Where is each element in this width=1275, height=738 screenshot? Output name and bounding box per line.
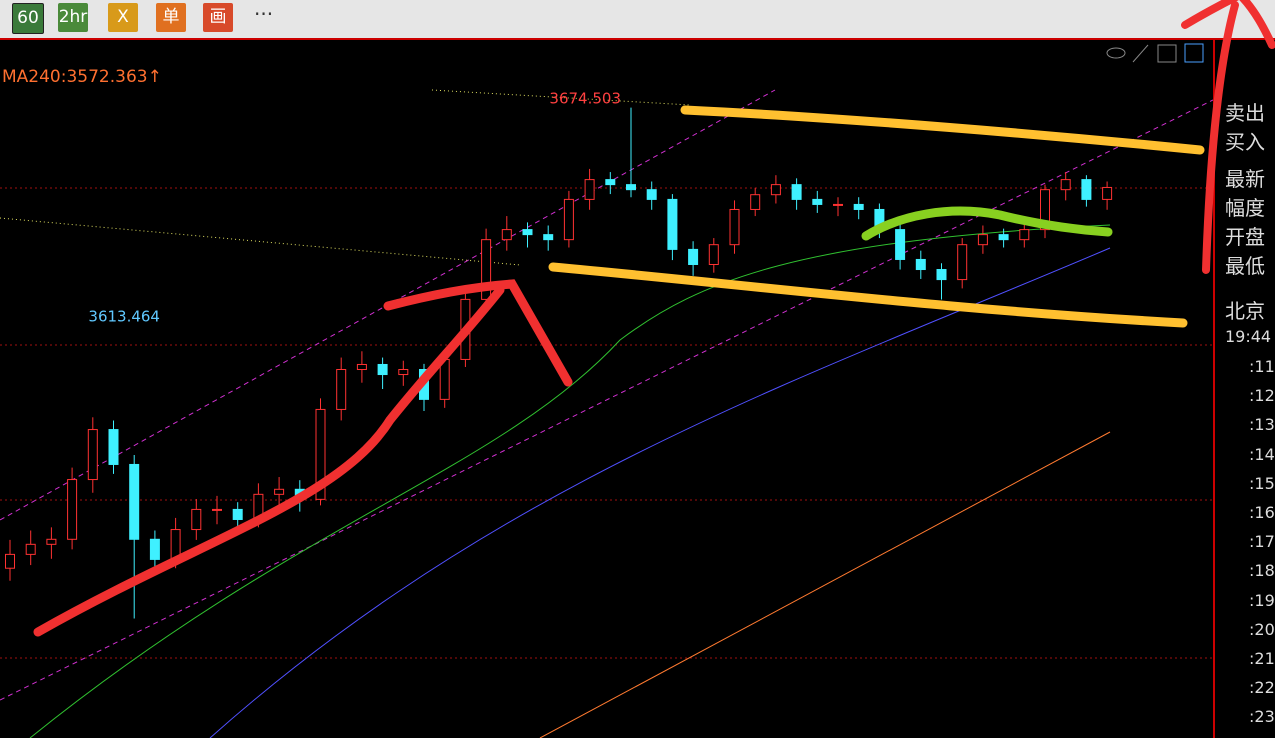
candle-body xyxy=(770,184,781,196)
candle-body xyxy=(129,463,140,540)
side-minute: :16 xyxy=(1249,503,1275,522)
candle-body xyxy=(729,208,740,246)
candle-body xyxy=(232,508,243,520)
candle-body xyxy=(791,184,802,200)
toolbar-button[interactable]: X xyxy=(108,3,138,32)
candle-body xyxy=(67,479,78,540)
candle-body xyxy=(750,194,761,210)
candle-body xyxy=(1019,229,1030,241)
candle-body xyxy=(108,429,119,465)
candle-body xyxy=(584,179,595,200)
candle-body xyxy=(1040,189,1050,231)
chart-tools[interactable] xyxy=(1106,43,1204,63)
ma-line xyxy=(539,431,1111,738)
candle-body xyxy=(522,229,533,236)
candle-body xyxy=(398,369,409,376)
side-minute: :20 xyxy=(1249,619,1275,639)
candle-body xyxy=(895,229,906,260)
side-label: 最低 xyxy=(1225,254,1265,278)
toolbar-button[interactable]: 画 xyxy=(203,3,233,32)
candle-body xyxy=(356,363,367,371)
side-city: 北京 xyxy=(1225,299,1265,323)
side-minute: :21 xyxy=(1249,649,1275,668)
candle-body xyxy=(708,244,719,265)
low-label: 3613.464 xyxy=(88,308,160,326)
candle-body xyxy=(998,234,1009,241)
side-label: 买入 xyxy=(1225,130,1265,154)
candle-body xyxy=(853,203,864,210)
candle-body xyxy=(377,363,388,376)
candle-body xyxy=(605,179,616,186)
annotation-line xyxy=(861,206,1113,241)
candles xyxy=(5,107,1113,619)
candle-body xyxy=(646,189,657,200)
side-minute: :18 xyxy=(1249,561,1275,581)
trendline xyxy=(0,217,521,266)
side-minute: :15 xyxy=(1249,473,1275,493)
candle-body xyxy=(149,538,160,560)
candle-body xyxy=(25,543,36,555)
side-minute: :12 xyxy=(1249,386,1275,406)
candle-body xyxy=(46,538,57,545)
side-minute: :11 xyxy=(1249,357,1275,376)
candle-body xyxy=(501,229,512,241)
candle-body xyxy=(5,553,15,569)
side-minute: :23 xyxy=(1249,707,1275,727)
candle-body xyxy=(667,198,678,250)
side-label: 开盘 xyxy=(1225,225,1265,249)
icon-panel[interactable] xyxy=(1184,43,1204,63)
side-label: 最新 xyxy=(1225,167,1265,191)
ma-line xyxy=(29,224,1111,738)
side-minute: :13 xyxy=(1249,415,1275,435)
chart: MA240:3572.363↑ 3674.503 3613.464 xyxy=(0,43,1213,738)
candle-body xyxy=(688,248,699,265)
candle-body xyxy=(191,508,202,531)
icon-pen[interactable] xyxy=(1132,44,1149,63)
candle-body xyxy=(936,269,947,281)
side-time: 19:44 xyxy=(1225,327,1272,346)
indicator-label: MA240:3572.363↑ xyxy=(2,67,162,87)
candle-body xyxy=(1102,186,1113,200)
annotation-arrow xyxy=(33,285,505,637)
candle-body xyxy=(274,488,285,495)
toolbar: 60 2hr X 单 画 ··· xyxy=(0,0,1275,40)
ma-line xyxy=(209,247,1111,738)
candle-body xyxy=(481,239,492,300)
candle-body xyxy=(915,258,926,271)
side-label: 幅度 xyxy=(1225,196,1265,220)
icon-grid[interactable] xyxy=(1157,44,1177,63)
candle-body xyxy=(977,234,988,246)
hand-annotations xyxy=(33,105,1205,637)
annotation-line xyxy=(680,105,1205,155)
side-label: 卖出 xyxy=(1225,101,1265,125)
icon-eye[interactable] xyxy=(1106,47,1126,59)
side-minute: :17 xyxy=(1249,532,1275,552)
candle-body xyxy=(812,198,823,205)
candle-body xyxy=(315,408,326,500)
candle-body xyxy=(543,234,554,241)
annotation-arrow xyxy=(383,279,573,387)
side-minute: :22 xyxy=(1249,678,1275,698)
candle-body xyxy=(336,369,347,410)
candle-body xyxy=(1081,179,1092,200)
side-minute: :14 xyxy=(1249,444,1275,464)
candle-body xyxy=(1060,179,1071,191)
toolbar-button[interactable]: 单 xyxy=(156,3,186,32)
candle-body xyxy=(563,198,574,241)
candle-body xyxy=(87,429,98,481)
more-button[interactable]: ··· xyxy=(254,2,274,26)
high-label: 3674.503 xyxy=(549,90,621,108)
candle-body xyxy=(626,184,636,191)
toolbar-button[interactable]: 60 xyxy=(12,3,44,34)
trendline xyxy=(0,99,1213,701)
candle-body xyxy=(212,508,222,511)
candle-body xyxy=(833,203,843,206)
grid xyxy=(0,187,1213,659)
toolbar-button[interactable]: 2hr xyxy=(58,3,88,32)
annotation-line xyxy=(548,262,1188,328)
side-panel: 卖出买入最新幅度开盘最低北京 19:44 :11 :12 :13 :14 :15 :16 :17… xyxy=(1213,40,1275,738)
candle-body xyxy=(957,244,968,281)
side-minute: :19 xyxy=(1249,590,1275,610)
